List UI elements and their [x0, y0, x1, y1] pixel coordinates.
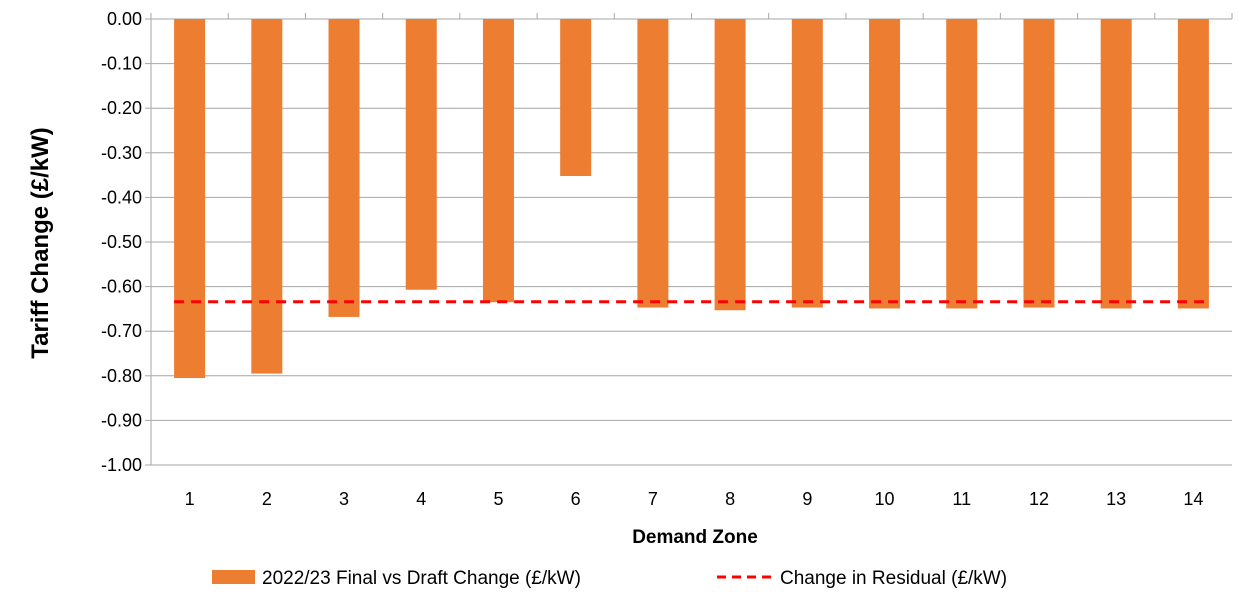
y-tick-label: -0.30: [101, 143, 142, 163]
y-tick-label: -0.70: [101, 321, 142, 341]
bar: [791, 19, 823, 308]
x-tick-label: 13: [1106, 489, 1126, 509]
y-tick-label: -0.50: [101, 232, 142, 252]
x-tick-label: 3: [339, 489, 349, 509]
bar: [869, 19, 901, 309]
bar: [405, 19, 437, 290]
y-tick-label: 0.00: [107, 9, 142, 29]
x-tick-label: 5: [493, 489, 503, 509]
x-tick-label: 4: [416, 489, 426, 509]
y-axis-title: Tariff Change (£/kW): [27, 127, 54, 359]
bar: [637, 19, 669, 308]
bar: [1177, 19, 1209, 309]
bar: [174, 19, 206, 379]
x-axis-title: Demand Zone: [632, 527, 758, 548]
bar: [1100, 19, 1132, 309]
y-tick-label: -0.90: [101, 410, 142, 430]
x-tick-label: 2: [262, 489, 272, 509]
x-tick-label: 10: [875, 489, 895, 509]
bar: [946, 19, 978, 309]
x-tick-label: 14: [1183, 489, 1203, 509]
bar: [482, 19, 514, 303]
bar: [560, 19, 592, 176]
legend-label-residual: Change in Residual (£/kW): [780, 568, 1007, 589]
bars: [174, 19, 1209, 379]
bar: [714, 19, 746, 311]
bar: [251, 19, 283, 374]
x-tick-label: 9: [802, 489, 812, 509]
x-tick-label: 1: [185, 489, 195, 509]
y-tick-label: -1.00: [101, 455, 142, 475]
x-tick-label: 8: [725, 489, 735, 509]
x-tick-label: 12: [1029, 489, 1049, 509]
legend: 2022/23 Final vs Draft Change (£/kW) Cha…: [212, 568, 1007, 589]
x-tick-label: 6: [571, 489, 581, 509]
y-tick-label: -0.10: [101, 54, 142, 74]
x-tick-label: 7: [648, 489, 658, 509]
legend-label-bars: 2022/23 Final vs Draft Change (£/kW): [262, 568, 581, 589]
gridlines: [151, 18, 1232, 466]
y-tick-label: -0.20: [101, 98, 142, 118]
bar: [1023, 19, 1055, 308]
legend-swatch-bars: [212, 570, 255, 584]
y-tick-label: -0.40: [101, 187, 142, 207]
y-tick-label: -0.80: [101, 366, 142, 386]
y-tick-label: -0.60: [101, 277, 142, 297]
axes: 0.00 -0.10 -0.20 -0.30 -0.40 -0.50 -0.60 -0.70 -…: [101, 9, 1233, 509]
bar: [328, 19, 360, 317]
x-tick-label: 11: [952, 489, 971, 509]
